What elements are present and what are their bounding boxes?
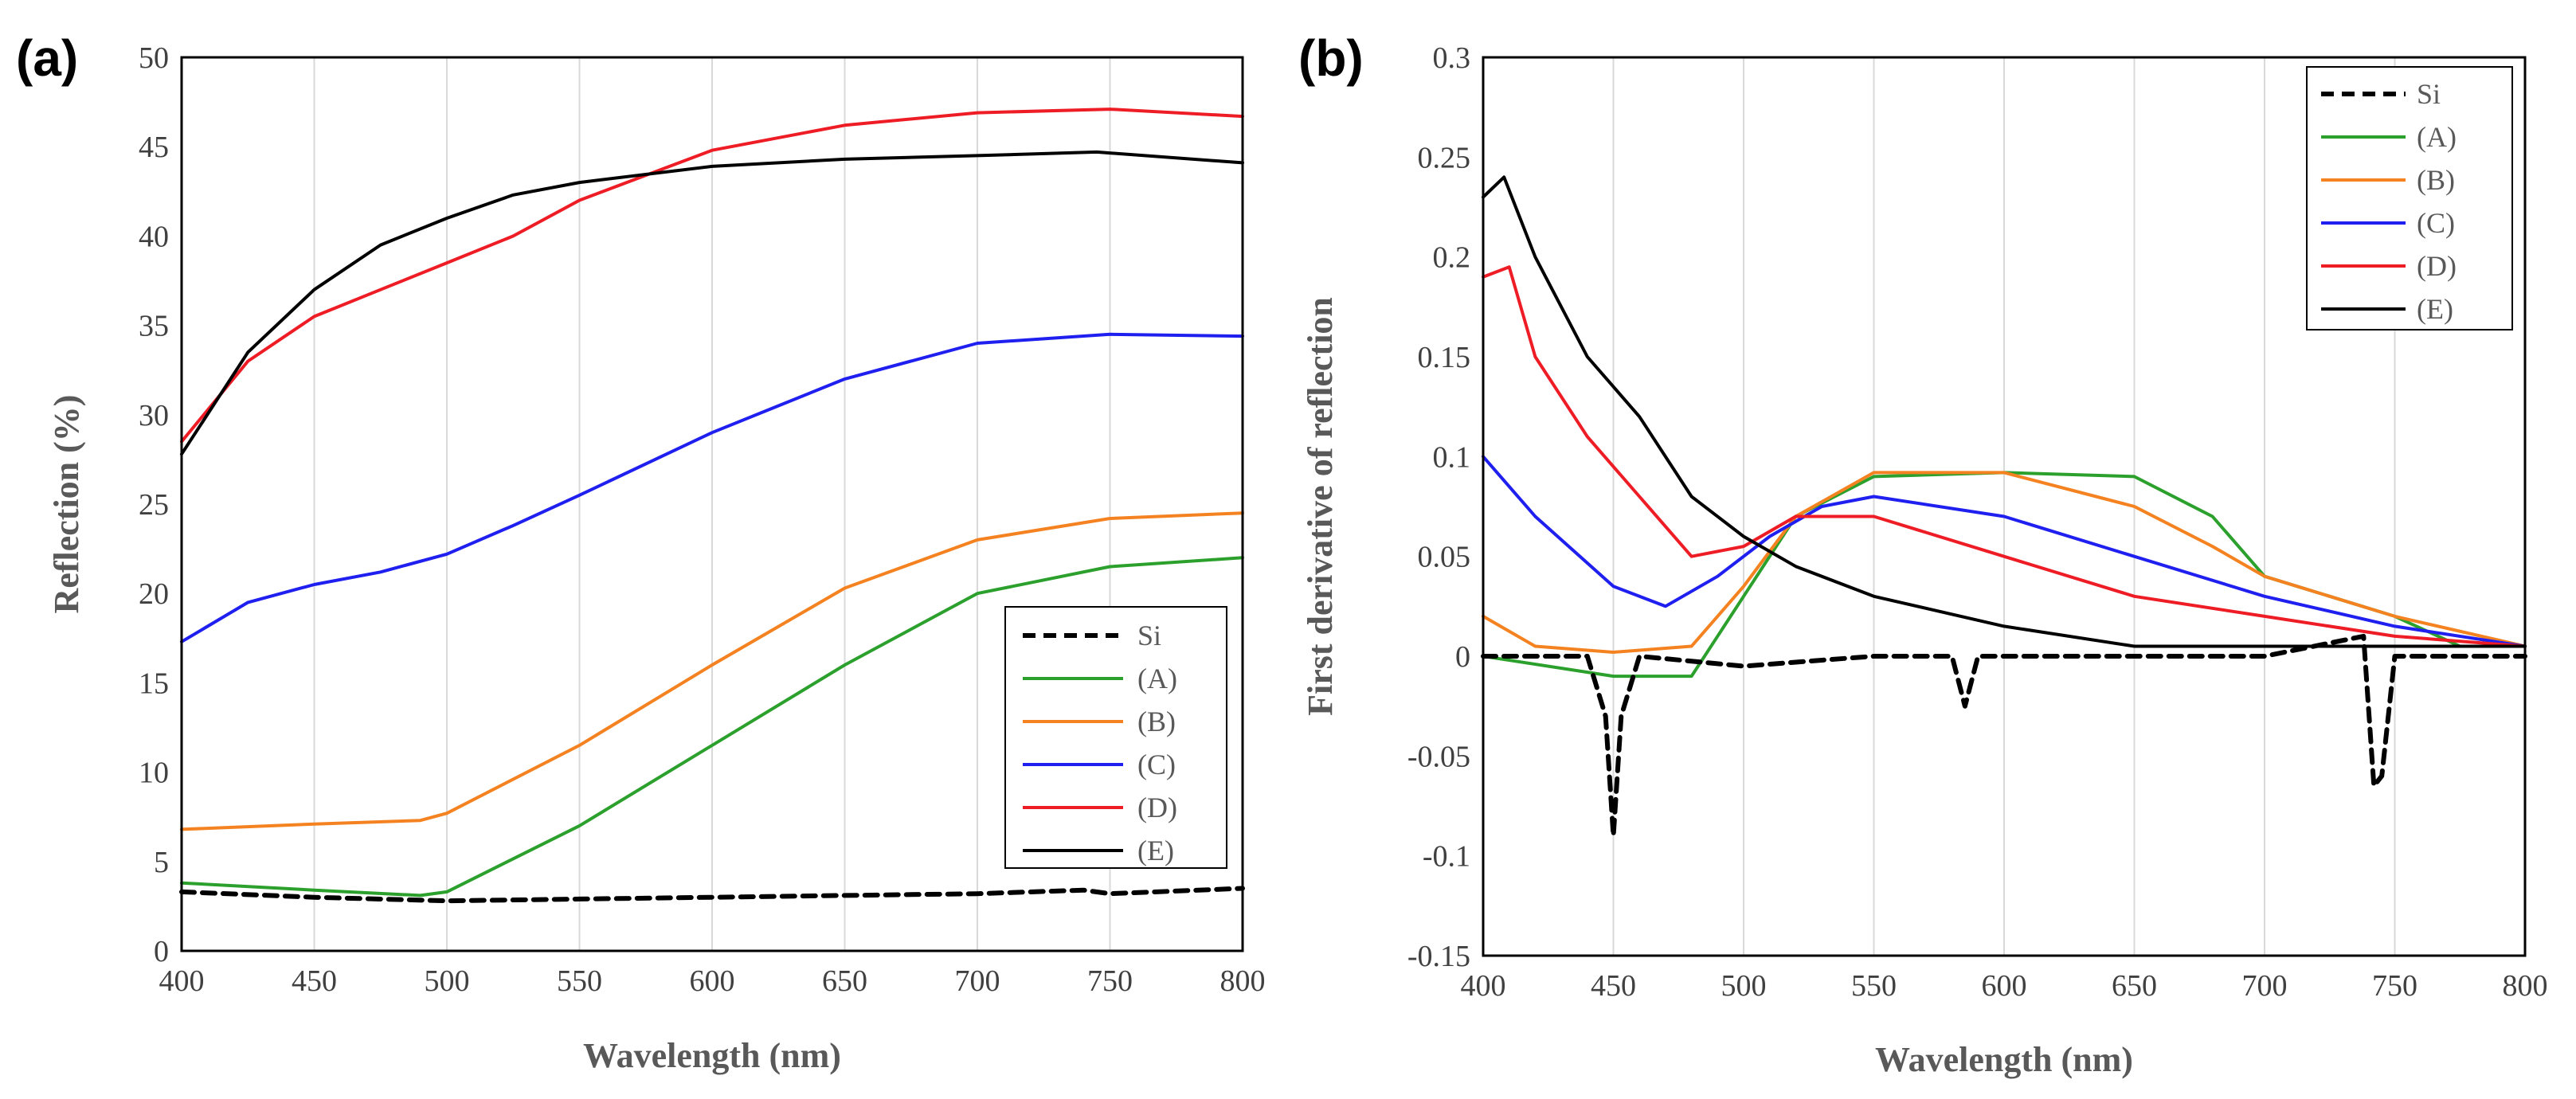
panel-a-grid — [313, 57, 1111, 951]
panel-a-y-tick-label: 25 — [139, 488, 169, 522]
panel-b: (b) 400 450 500 550 600 650 700 750 800 -0.15-0.… — [1298, 29, 2548, 1079]
panel-b-legend: Si (A) (B) (C) (D) (E) — [2306, 66, 2513, 330]
panel-b-x-tick-label: 500 — [1721, 969, 1767, 1003]
panel-a-y-tick-label: 35 — [139, 310, 169, 343]
panel-a-y-tick-label: 40 — [139, 220, 169, 253]
panel-b-y-tick-label: 0.05 — [1418, 541, 1471, 574]
panel-a-series-line — [180, 150, 1244, 456]
panel-a-x-tick-label: 500 — [425, 964, 470, 998]
panel-a-legend: Si (A) (B) (C) (D) (E) — [1004, 606, 1227, 869]
panel-b-x-tick-label: 700 — [2242, 969, 2288, 1003]
panel-a-legend-label: (A) — [1137, 663, 1177, 694]
panel-a-x-tick-label: 800 — [1220, 964, 1266, 998]
panel-b-y-tick-label: -0.05 — [1407, 740, 1470, 773]
panel-b-series-line — [1482, 471, 2527, 654]
panel-a-series-line — [180, 511, 1244, 831]
panel-a-y-tick-label: 45 — [139, 131, 169, 164]
panel-a-x-tick-label: 750 — [1087, 964, 1133, 998]
panel-a-legend-label: (C) — [1137, 749, 1176, 780]
panel-a-series-line — [180, 556, 1244, 898]
panel-a-y-tick-label: 5 — [154, 846, 169, 879]
panel-a-x-tick-label: 550 — [557, 964, 602, 998]
panel-b-x-tick-label: 400 — [1461, 969, 1506, 1003]
panel-a-y-tick-label: 15 — [139, 667, 169, 700]
panel-b-x-tick-label: 650 — [2112, 969, 2157, 1003]
panel-a-legend-label: Si — [1137, 620, 1161, 651]
panel-b-x-tick-label: 450 — [1591, 969, 1636, 1003]
panel-b-y-tick-label: 0 — [1455, 640, 1470, 674]
panel-a-x-tick-label: 650 — [822, 964, 867, 998]
panel-b-series-line — [1482, 265, 2527, 648]
panel-b-x-tick-label: 800 — [2503, 969, 2548, 1003]
panel-b-x-tick-label: 600 — [1982, 969, 2027, 1003]
panel-b-y-tick-label: -0.1 — [1423, 840, 1470, 874]
panel-b-plot-frame — [1482, 56, 2527, 957]
panel-b-x-tick-label: 550 — [1851, 969, 1897, 1003]
panel-b-x-tick-label: 750 — [2372, 969, 2417, 1003]
panel-a-legend-label: (E) — [1137, 835, 1174, 866]
panel-a-series-line — [179, 886, 1245, 904]
panel-a-y-tick-label: 20 — [139, 577, 169, 611]
panel-b-legend-label: (E) — [2417, 293, 2453, 325]
panel-b-y-tick-label: 0.25 — [1418, 141, 1471, 174]
panel-b-y-ticks: -0.15 -0.1 -0.05 0 0.05 0.1 0.15 0.2 0.25 0.3 — [1407, 41, 1470, 973]
panel-b-y-tick-label: 0.15 — [1418, 341, 1471, 374]
panel-label-b: (b) — [1298, 29, 1364, 87]
panel-b-series — [1481, 175, 2527, 839]
panel-b-series-line — [1482, 455, 2527, 648]
panel-b-x-axis-title: Wavelength (nm) — [1875, 1040, 2133, 1079]
panel-a-x-tick-label: 600 — [690, 964, 735, 998]
panel-a-x-tick-label: 450 — [292, 964, 337, 998]
panel-b-grid — [1612, 57, 2396, 956]
panel-label-a: (a) — [16, 29, 78, 87]
panel-b-y-tick-label: -0.15 — [1407, 940, 1470, 973]
panel-a-legend-box — [1004, 606, 1227, 869]
panel-a: (a) 400 450 500 550 600 650 700 750 800 0 5 10 15 20… — [16, 29, 1266, 1075]
panel-a-x-axis-title: Wavelength (nm) — [583, 1036, 841, 1075]
panel-a-y-ticks: 0 5 10 15 20 25 30 35 40 45 50 — [139, 41, 169, 968]
panel-b-y-axis-title: First derivative of reflection — [1301, 297, 1340, 716]
panel-a-y-tick-label: 10 — [139, 757, 169, 790]
panel-a-series — [179, 108, 1245, 904]
panel-b-legend-label: Si — [2417, 78, 2441, 110]
panel-b-legend-label: (B) — [2417, 164, 2455, 196]
panel-b-legend-label: (C) — [2417, 207, 2455, 239]
panel-b-legend-label: (A) — [2417, 121, 2457, 153]
panel-a-x-tick-label: 400 — [159, 964, 205, 998]
panel-a-legend-label: (D) — [1137, 792, 1177, 823]
panel-a-legend-label: (B) — [1137, 706, 1176, 737]
panel-a-y-tick-label: 50 — [139, 41, 169, 75]
panel-a-y-tick-label: 0 — [154, 935, 169, 968]
panel-a-series-line — [180, 332, 1244, 643]
panel-a-x-ticks: 400 450 500 550 600 650 700 750 800 — [159, 964, 1266, 998]
panel-b-legend-label: (D) — [2417, 250, 2457, 282]
panel-a-y-axis-title: Reflection (%) — [47, 395, 86, 614]
panel-b-legend-box — [2306, 66, 2513, 330]
panel-b-y-tick-label: 0.1 — [1433, 440, 1471, 474]
panel-a-plot-frame — [180, 56, 1244, 952]
panel-b-y-tick-label: 0.3 — [1433, 41, 1471, 75]
panel-b-y-tick-label: 0.2 — [1433, 241, 1471, 275]
panel-b-x-ticks: 400 450 500 550 600 650 700 750 800 — [1461, 969, 2548, 1003]
panel-b-series-line — [1482, 175, 2527, 648]
panel-a-series-line — [180, 108, 1244, 444]
panel-a-y-tick-label: 30 — [139, 399, 169, 432]
panel-b-series-line — [1481, 633, 2527, 839]
panel-a-x-tick-label: 700 — [955, 964, 1000, 998]
